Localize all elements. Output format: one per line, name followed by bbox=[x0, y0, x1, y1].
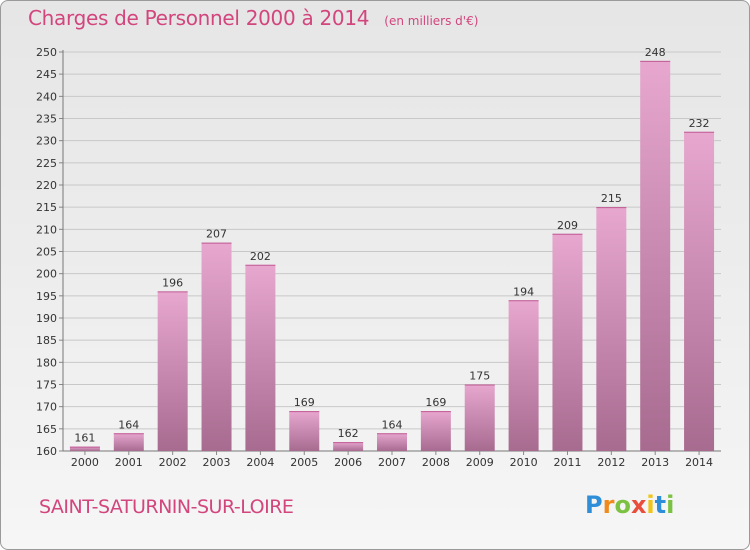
logo-letter: P bbox=[585, 491, 603, 519]
y-tick-label: 230 bbox=[36, 135, 57, 148]
bar-2013 bbox=[640, 60, 671, 451]
data-label: 161 bbox=[74, 432, 95, 445]
data-label: 164 bbox=[118, 418, 139, 431]
data-label: 169 bbox=[294, 396, 315, 409]
x-tick-label: 2009 bbox=[466, 456, 494, 469]
bar-2005 bbox=[289, 411, 320, 451]
y-tick-label: 235 bbox=[36, 113, 57, 126]
data-label: 215 bbox=[601, 192, 622, 205]
chart-title: Charges de Personnel 2000 à 2014 bbox=[28, 6, 370, 30]
y-tick-label: 215 bbox=[36, 201, 57, 214]
x-tick-label: 2002 bbox=[159, 456, 187, 469]
x-tick-label: 2007 bbox=[378, 456, 406, 469]
y-tick-label: 170 bbox=[36, 401, 57, 414]
data-label: 209 bbox=[557, 219, 578, 232]
y-tick-label: 245 bbox=[36, 68, 57, 81]
y-tick-label: 200 bbox=[36, 268, 57, 281]
x-tick-label: 2003 bbox=[203, 456, 231, 469]
x-tick-label: 2013 bbox=[641, 456, 669, 469]
commune-name: SAINT-SATURNIN-SUR-LOIRE bbox=[39, 496, 294, 518]
bar-2004 bbox=[245, 264, 276, 451]
y-tick-label: 225 bbox=[36, 157, 57, 170]
logo-letter: x bbox=[630, 491, 647, 519]
bar-2001 bbox=[113, 433, 144, 451]
data-label: 175 bbox=[469, 370, 490, 383]
x-tick-label: 2011 bbox=[553, 456, 581, 469]
bar-2009 bbox=[464, 384, 495, 451]
logo-letter: r bbox=[602, 491, 615, 519]
chart-subtitle: (en milliers d'€) bbox=[384, 14, 479, 28]
y-tick-label: 205 bbox=[36, 246, 57, 259]
x-tick-label: 2001 bbox=[115, 456, 143, 469]
y-tick-label: 240 bbox=[36, 90, 57, 103]
x-tick-label: 2005 bbox=[290, 456, 318, 469]
data-label: 169 bbox=[425, 396, 446, 409]
logo-letter: t bbox=[654, 491, 667, 519]
y-tick-label: 175 bbox=[36, 379, 57, 392]
x-tick-label: 2000 bbox=[71, 456, 99, 469]
bar-2008 bbox=[420, 411, 451, 451]
y-tick-label: 250 bbox=[36, 46, 57, 59]
bar-2002 bbox=[157, 291, 188, 451]
logo-letter: i bbox=[646, 491, 655, 519]
x-tick-label: 2014 bbox=[685, 456, 713, 469]
bar-2007 bbox=[377, 433, 407, 451]
bar-2006 bbox=[333, 442, 364, 451]
y-tick-label: 190 bbox=[36, 312, 57, 325]
x-tick-label: 2010 bbox=[510, 456, 538, 469]
y-tick-label: 195 bbox=[36, 290, 57, 303]
data-label: 164 bbox=[382, 418, 403, 431]
y-tick-label: 210 bbox=[36, 223, 57, 236]
bar-2000 bbox=[69, 446, 100, 451]
proxiti-logo: Proxiti bbox=[585, 491, 674, 519]
data-label: 232 bbox=[689, 117, 710, 130]
x-tick-label: 2006 bbox=[334, 456, 362, 469]
data-label: 207 bbox=[206, 228, 227, 241]
data-label: 248 bbox=[645, 46, 666, 59]
title-row: Charges de Personnel 2000 à 2014 (en mil… bbox=[28, 6, 478, 36]
data-label: 202 bbox=[250, 250, 271, 263]
bar-2010 bbox=[508, 300, 539, 451]
y-tick-label: 160 bbox=[36, 445, 57, 458]
logo-letter: i bbox=[666, 491, 675, 519]
data-label: 162 bbox=[338, 427, 359, 440]
bar-2014 bbox=[684, 131, 715, 452]
x-tick-label: 2012 bbox=[597, 456, 625, 469]
bar-2012 bbox=[596, 207, 627, 451]
y-tick-label: 165 bbox=[36, 423, 57, 436]
data-label: 194 bbox=[513, 285, 534, 298]
data-label: 196 bbox=[162, 276, 183, 289]
x-tick-label: 2008 bbox=[422, 456, 450, 469]
bar-2011 bbox=[552, 233, 583, 451]
y-tick-label: 180 bbox=[36, 356, 57, 369]
y-tick-label: 185 bbox=[36, 334, 57, 347]
logo-letter: o bbox=[614, 491, 631, 519]
x-tick-label: 2004 bbox=[246, 456, 274, 469]
y-tick-label: 220 bbox=[36, 179, 57, 192]
bar-2003 bbox=[201, 242, 232, 451]
